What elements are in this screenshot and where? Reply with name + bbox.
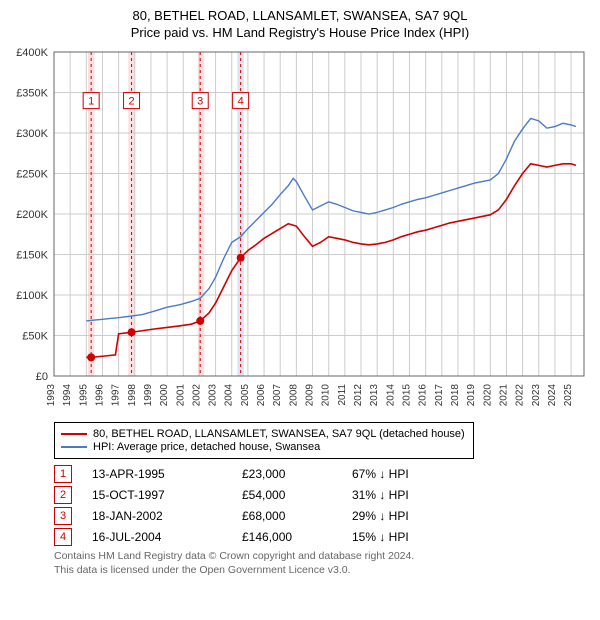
title-address: 80, BETHEL ROAD, LLANSAMLET, SWANSEA, SA… [10, 8, 590, 23]
svg-text:£150K: £150K [16, 250, 48, 262]
svg-text:2015: 2015 [401, 384, 412, 407]
svg-text:2003: 2003 [208, 384, 219, 407]
legend-label: HPI: Average price, detached house, Swan… [93, 441, 320, 453]
svg-text:2: 2 [128, 96, 134, 108]
footer-attribution: Contains HM Land Registry data © Crown c… [54, 550, 580, 577]
svg-text:2017: 2017 [434, 384, 445, 407]
table-row: 1 13-APR-1995£23,00067% ↓ HPI [54, 465, 580, 483]
svg-text:2024: 2024 [547, 384, 558, 407]
sales-table: 1 13-APR-1995£23,00067% ↓ HPI 2 15-OCT-1997… [54, 465, 580, 546]
svg-text:£250K: £250K [16, 169, 48, 181]
footer-line2: This data is licensed under the Open Gov… [54, 564, 580, 578]
legend-swatch [61, 433, 87, 435]
row-marker: 2 [54, 486, 72, 504]
footer-line1: Contains HM Land Registry data © Crown c… [54, 550, 580, 564]
svg-text:2018: 2018 [450, 384, 461, 407]
svg-text:£350K: £350K [16, 88, 48, 100]
row-date: 13-APR-1995 [92, 467, 242, 481]
svg-text:1996: 1996 [94, 384, 105, 407]
svg-text:1994: 1994 [62, 384, 73, 407]
row-pct: 15% ↓ HPI [352, 530, 462, 544]
svg-text:1995: 1995 [78, 384, 89, 407]
row-pct: 29% ↓ HPI [352, 509, 462, 523]
chart-container: 80, BETHEL ROAD, LLANSAMLET, SWANSEA, SA… [0, 0, 600, 583]
svg-text:2011: 2011 [337, 384, 348, 406]
title-block: 80, BETHEL ROAD, LLANSAMLET, SWANSEA, SA… [10, 8, 590, 40]
title-subtitle: Price paid vs. HM Land Registry's House … [10, 25, 590, 40]
svg-text:2010: 2010 [321, 384, 332, 407]
row-date: 15-OCT-1997 [92, 488, 242, 502]
svg-text:2008: 2008 [288, 384, 299, 407]
chart-svg: £0 £50K £100K £150K £200K £250K £300K £350K £400… [10, 46, 590, 416]
svg-text:2014: 2014 [385, 384, 396, 407]
svg-text:2006: 2006 [256, 384, 267, 407]
svg-text:1: 1 [88, 96, 94, 108]
svg-text:2013: 2013 [369, 384, 380, 407]
svg-text:£400K: £400K [16, 47, 48, 59]
svg-text:£100K: £100K [16, 290, 48, 302]
legend: 80, BETHEL ROAD, LLANSAMLET, SWANSEA, SA… [54, 422, 474, 459]
chart-area: £0 £50K £100K £150K £200K £250K £300K £350K £400… [10, 46, 590, 416]
svg-text:2012: 2012 [353, 384, 364, 407]
row-price: £146,000 [242, 530, 352, 544]
svg-text:£0: £0 [36, 371, 48, 383]
row-marker: 1 [54, 465, 72, 483]
legend-swatch [61, 446, 87, 448]
svg-text:2001: 2001 [175, 384, 186, 407]
svg-text:2007: 2007 [272, 384, 283, 407]
row-date: 16-JUL-2004 [92, 530, 242, 544]
table-row: 2 15-OCT-1997£54,00031% ↓ HPI [54, 486, 580, 504]
svg-text:£50K: £50K [22, 331, 48, 343]
row-price: £23,000 [242, 467, 352, 481]
svg-text:2020: 2020 [482, 384, 493, 407]
legend-label: 80, BETHEL ROAD, LLANSAMLET, SWANSEA, SA… [93, 428, 465, 440]
svg-text:2023: 2023 [531, 384, 542, 407]
row-pct: 67% ↓ HPI [352, 467, 462, 481]
row-price: £68,000 [242, 509, 352, 523]
row-marker: 3 [54, 507, 72, 525]
svg-text:1999: 1999 [143, 384, 154, 407]
svg-text:2009: 2009 [305, 384, 316, 407]
legend-item: HPI: Average price, detached house, Swan… [61, 441, 467, 453]
table-row: 3 18-JAN-2002£68,00029% ↓ HPI [54, 507, 580, 525]
svg-text:£200K: £200K [16, 209, 48, 221]
svg-text:2000: 2000 [159, 384, 170, 407]
svg-text:2019: 2019 [466, 384, 477, 407]
svg-text:£300K: £300K [16, 128, 48, 140]
table-row: 4 16-JUL-2004£146,00015% ↓ HPI [54, 528, 580, 546]
svg-text:3: 3 [197, 96, 203, 108]
row-pct: 31% ↓ HPI [352, 488, 462, 502]
svg-text:2016: 2016 [418, 384, 429, 407]
svg-text:1993: 1993 [46, 384, 57, 407]
legend-item: 80, BETHEL ROAD, LLANSAMLET, SWANSEA, SA… [61, 428, 467, 440]
svg-text:2021: 2021 [498, 384, 509, 407]
svg-text:4: 4 [238, 96, 244, 108]
row-marker: 4 [54, 528, 72, 546]
svg-text:2025: 2025 [563, 384, 574, 407]
svg-text:1997: 1997 [111, 384, 122, 407]
svg-text:1998: 1998 [127, 384, 138, 407]
row-date: 18-JAN-2002 [92, 509, 242, 523]
svg-text:2005: 2005 [240, 384, 251, 407]
svg-text:2004: 2004 [224, 384, 235, 407]
svg-text:2002: 2002 [191, 384, 202, 407]
svg-text:2022: 2022 [515, 384, 526, 407]
row-price: £54,000 [242, 488, 352, 502]
